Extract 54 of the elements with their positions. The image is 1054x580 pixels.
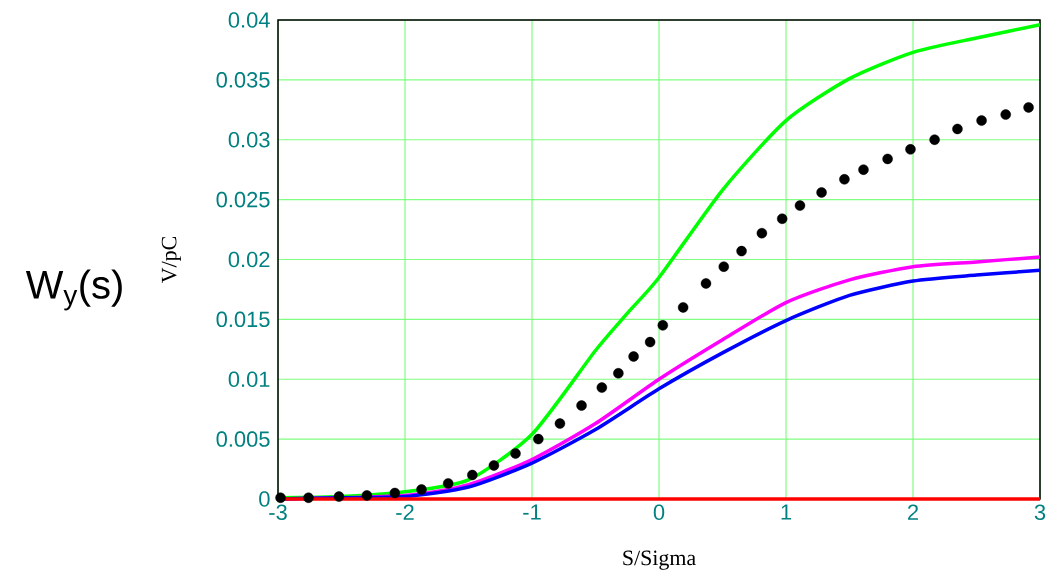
point (467, 469, 478, 481)
point (882, 153, 893, 165)
point (736, 245, 747, 257)
point (303, 492, 314, 503)
y-tick-label: 0.04 (228, 12, 270, 28)
y-tick-label: 0.03 (228, 131, 270, 148)
point (554, 418, 566, 429)
y-axis-title: V/pC (161, 236, 181, 283)
point (905, 144, 916, 155)
point (657, 320, 669, 331)
point (816, 187, 827, 198)
point (677, 302, 689, 313)
point (416, 484, 427, 495)
point (718, 261, 729, 272)
point (1000, 109, 1011, 120)
point (952, 123, 963, 135)
text: W$_{y}$(s) (25, 269, 122, 311)
point (613, 368, 624, 379)
x-tick-label: -1 (523, 504, 541, 520)
point (644, 336, 656, 348)
x-tick-label: -2 (396, 504, 414, 520)
point (275, 492, 286, 503)
x-tick-label: 3 (1034, 504, 1046, 521)
point (777, 213, 788, 224)
y-tick-label: 0.015 (216, 311, 270, 328)
point (929, 134, 940, 145)
point (533, 433, 544, 445)
point (596, 382, 608, 393)
point (488, 460, 500, 471)
point (576, 400, 587, 411)
point (794, 200, 806, 211)
x-axis-title: S/Sigma (623, 550, 696, 570)
y-tick-label: 0 (259, 491, 270, 507)
point (510, 448, 521, 459)
point (361, 490, 373, 501)
y-tick-label: 0.035 (216, 72, 270, 88)
x-tick-label: 1 (781, 504, 792, 520)
point (700, 278, 712, 289)
point (389, 487, 401, 499)
x-tick-label: 0 (653, 504, 665, 521)
point (756, 227, 768, 239)
x-tick-label: -3 (269, 504, 287, 521)
x-tick-label: 2 (908, 504, 918, 520)
point (976, 115, 987, 126)
point (1023, 102, 1034, 113)
point (628, 351, 639, 362)
point (442, 478, 454, 489)
y-tick-label: 0.01 (228, 371, 270, 387)
y-tick-label: 0.02 (228, 251, 270, 268)
point (839, 174, 850, 185)
y-tick-label: 0.025 (216, 191, 270, 208)
y-tick-label: 0.005 (216, 431, 270, 447)
point (858, 164, 869, 175)
point (333, 491, 345, 502)
